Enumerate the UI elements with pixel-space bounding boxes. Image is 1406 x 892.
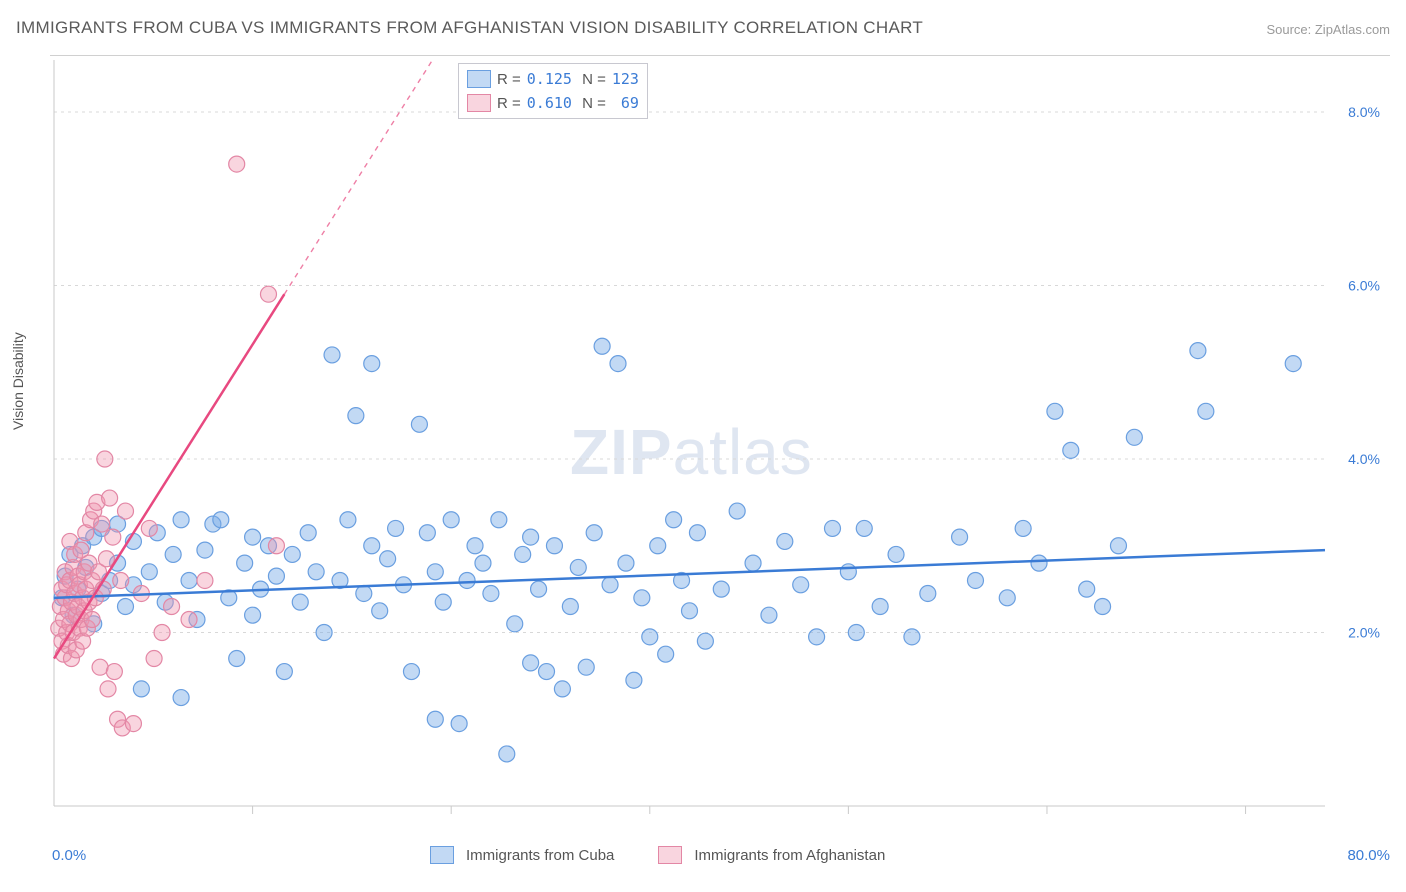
- chart-title: IMMIGRANTS FROM CUBA VS IMMIGRANTS FROM …: [16, 18, 923, 38]
- swatch-icon: [658, 846, 682, 864]
- source-attribution: Source: ZipAtlas.com: [1266, 22, 1390, 37]
- legend-label: N =: [578, 95, 606, 112]
- legend-series-label: Immigrants from Cuba: [466, 847, 614, 864]
- legend-stats-row: R = 0.610 N = 69: [467, 91, 639, 115]
- legend-value: 0.610: [527, 94, 572, 112]
- legend-series-label: Immigrants from Afghanistan: [694, 847, 885, 864]
- svg-text:4.0%: 4.0%: [1348, 451, 1380, 467]
- y-axis-label: Vision Disability: [10, 332, 26, 430]
- scatter-svg: 2.0% 4.0% 6.0% 8.0%: [50, 56, 1390, 846]
- plot-area: 2.0% 4.0% 6.0% 8.0%: [50, 55, 1390, 845]
- legend-stats: R = 0.125 N = 123 R = 0.610 N = 69: [458, 63, 648, 119]
- svg-text:2.0%: 2.0%: [1348, 625, 1380, 641]
- swatch-icon: [467, 70, 491, 88]
- svg-text:6.0%: 6.0%: [1348, 278, 1380, 294]
- legend-value: 69: [612, 94, 639, 112]
- legend-label: N =: [578, 71, 606, 88]
- legend-stats-row: R = 0.125 N = 123: [467, 67, 639, 91]
- legend-value: 0.125: [527, 70, 572, 88]
- legend-value: 123: [612, 70, 639, 88]
- x-axis-max: 80.0%: [1347, 847, 1390, 864]
- legend-series: Immigrants from Cuba Immigrants from Afg…: [430, 846, 885, 864]
- swatch-icon: [467, 94, 491, 112]
- swatch-icon: [430, 846, 454, 864]
- x-axis-origin: 0.0%: [52, 847, 86, 864]
- legend-label: R =: [497, 71, 521, 88]
- legend-label: R =: [497, 95, 521, 112]
- svg-text:8.0%: 8.0%: [1348, 104, 1380, 120]
